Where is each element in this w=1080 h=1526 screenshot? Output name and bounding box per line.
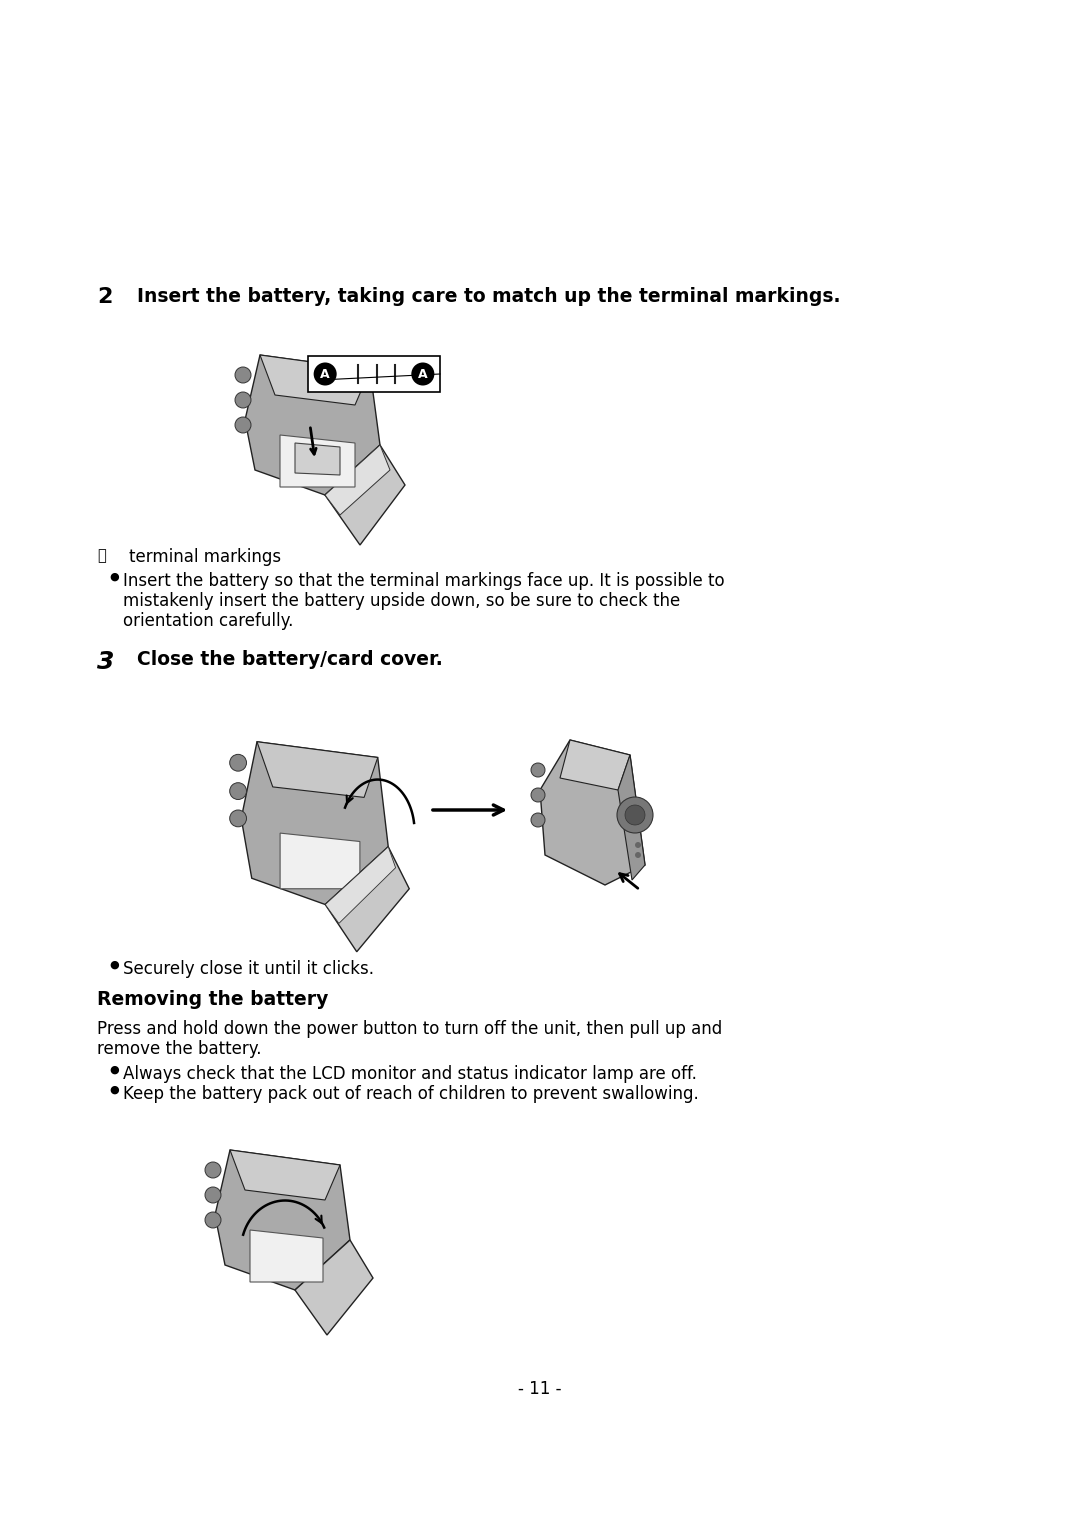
Circle shape [205, 1187, 221, 1202]
Text: Always check that the LCD monitor and status indicator lamp are off.: Always check that the LCD monitor and st… [123, 1065, 697, 1083]
Circle shape [531, 763, 545, 777]
Text: 3: 3 [97, 650, 114, 674]
Text: A: A [418, 368, 428, 380]
Text: Keep the battery pack out of reach of children to prevent swallowing.: Keep the battery pack out of reach of ch… [123, 1085, 699, 1103]
Text: Ⓐ: Ⓐ [97, 548, 106, 563]
Polygon shape [325, 847, 409, 952]
Polygon shape [215, 1151, 350, 1289]
Polygon shape [245, 356, 380, 494]
Polygon shape [230, 1151, 340, 1199]
Bar [308, 356, 440, 392]
Polygon shape [249, 1230, 323, 1282]
Text: A: A [321, 368, 330, 380]
Text: Insert the battery, taking care to match up the terminal markings.: Insert the battery, taking care to match… [137, 287, 840, 307]
Circle shape [205, 1212, 221, 1228]
Polygon shape [325, 446, 390, 514]
Polygon shape [241, 742, 388, 905]
Circle shape [313, 363, 337, 386]
Text: - 11 -: - 11 - [518, 1380, 562, 1398]
Polygon shape [280, 833, 360, 888]
Polygon shape [260, 356, 370, 404]
Circle shape [230, 810, 246, 827]
Text: Securely close it until it clicks.: Securely close it until it clicks. [123, 960, 374, 978]
Circle shape [235, 392, 251, 407]
Circle shape [411, 363, 434, 386]
Circle shape [235, 417, 251, 433]
Text: orientation carefully.: orientation carefully. [123, 612, 294, 630]
Text: terminal markings: terminal markings [129, 548, 281, 566]
Text: remove the battery.: remove the battery. [97, 1041, 261, 1058]
Circle shape [531, 813, 545, 827]
Text: Removing the battery: Removing the battery [97, 990, 328, 1009]
Circle shape [230, 783, 246, 800]
Polygon shape [561, 740, 630, 790]
Text: Close the battery/card cover.: Close the battery/card cover. [137, 650, 443, 668]
Polygon shape [325, 446, 405, 545]
Text: ●: ● [109, 572, 119, 581]
Text: 2: 2 [97, 287, 112, 307]
Circle shape [205, 1161, 221, 1178]
Circle shape [531, 787, 545, 803]
Text: Insert the battery so that the terminal markings face up. It is possible to: Insert the battery so that the terminal … [123, 572, 725, 591]
Text: ●: ● [109, 1085, 119, 1096]
Circle shape [635, 842, 642, 848]
Circle shape [230, 754, 246, 771]
Polygon shape [295, 1241, 373, 1335]
Text: ●: ● [109, 1065, 119, 1074]
Polygon shape [618, 755, 645, 881]
Polygon shape [540, 740, 645, 885]
Text: Press and hold down the power button to turn off the unit, then pull up and: Press and hold down the power button to … [97, 1019, 723, 1038]
Circle shape [635, 852, 642, 858]
Circle shape [617, 797, 653, 833]
Circle shape [625, 806, 645, 826]
Polygon shape [280, 435, 355, 487]
Text: ●: ● [109, 960, 119, 971]
Polygon shape [257, 742, 378, 798]
Text: mistakenly insert the battery upside down, so be sure to check the: mistakenly insert the battery upside dow… [123, 592, 680, 610]
Polygon shape [295, 443, 340, 475]
Polygon shape [325, 847, 395, 923]
Circle shape [235, 366, 251, 383]
